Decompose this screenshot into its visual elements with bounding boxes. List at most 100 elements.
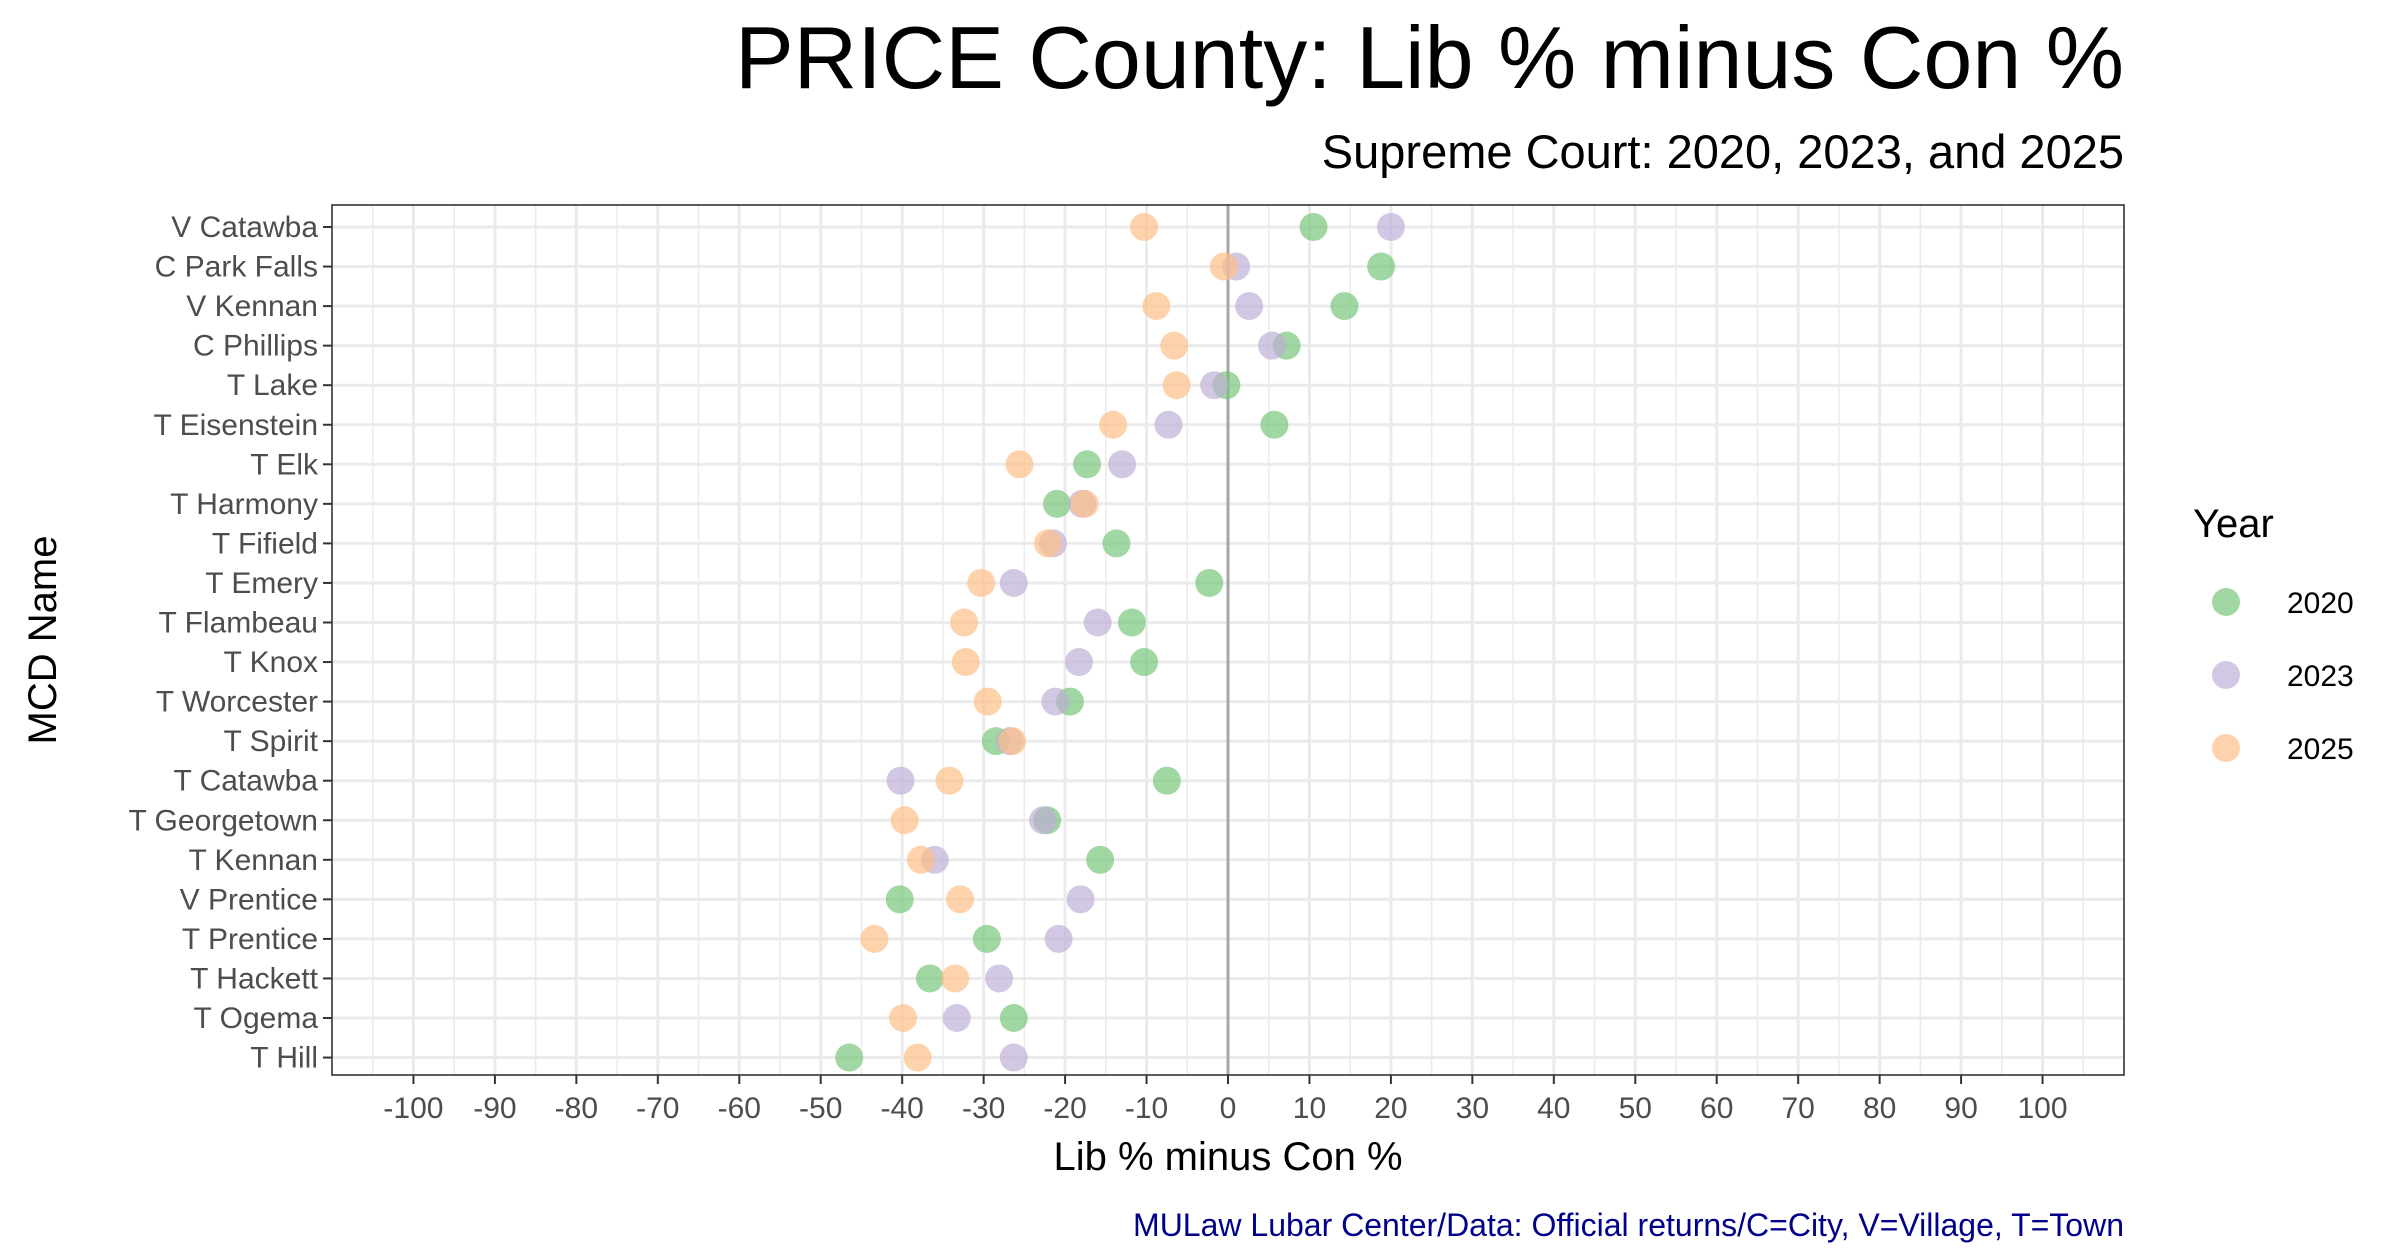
point-2025-t-prentice bbox=[860, 924, 889, 953]
y-tick-label: T Flambeau bbox=[158, 607, 318, 640]
y-tick-label: T Spirit bbox=[224, 725, 319, 758]
y-axis-title: MCD Name bbox=[21, 536, 65, 745]
point-2020-v-catawba bbox=[1299, 213, 1328, 241]
x-tick-label: 20 bbox=[1374, 1092, 1407, 1125]
point-2025-v-kennan bbox=[1142, 292, 1171, 321]
x-tick-label: -10 bbox=[1125, 1092, 1168, 1125]
chart-caption: MULaw Lubar Center/Data: Official return… bbox=[1133, 1207, 2124, 1243]
y-tick-label: T Ogema bbox=[194, 1002, 319, 1035]
x-tick-label: -40 bbox=[881, 1092, 924, 1125]
point-2025-v-catawba bbox=[1130, 213, 1159, 241]
point-2020-v-prentice bbox=[885, 885, 914, 914]
point-2020-v-kennan bbox=[1330, 292, 1359, 321]
y-tick-label: V Catawba bbox=[171, 211, 318, 244]
point-2025-v-prentice bbox=[946, 885, 975, 914]
y-axis: V Catawba C Park Falls V Kennan C Phillips T… bbox=[128, 211, 332, 1075]
point-2023-t-ogema bbox=[942, 1004, 971, 1032]
y-tick-label: T Lake bbox=[227, 369, 318, 402]
point-2025-t-lake bbox=[1162, 371, 1191, 400]
point-2023-t-lake bbox=[1200, 371, 1229, 400]
point-2025-t-georgetown bbox=[890, 806, 919, 835]
point-2023-t-flambeau bbox=[1083, 608, 1112, 637]
point-2025-t-emery bbox=[967, 568, 996, 597]
point-2025-t-spirit bbox=[998, 727, 1027, 756]
y-tick-label: T Emery bbox=[205, 567, 318, 600]
point-2025-t-knox bbox=[951, 648, 980, 677]
y-tick-label: C Phillips bbox=[193, 330, 318, 363]
x-tick-label: 100 bbox=[2018, 1092, 2068, 1125]
y-tick-label: C Park Falls bbox=[155, 251, 318, 284]
point-2023-t-worcester bbox=[1041, 687, 1070, 716]
y-tick-label: T Hackett bbox=[190, 962, 318, 995]
legend-key-2023 bbox=[2212, 661, 2240, 689]
point-2020-t-elk bbox=[1073, 450, 1102, 479]
y-tick-label: T Kennan bbox=[188, 844, 318, 877]
point-2023-c-phillips bbox=[1257, 331, 1286, 360]
legend-key-2020 bbox=[2212, 588, 2240, 616]
point-2020-t-catawba bbox=[1152, 766, 1181, 795]
x-tick-label: 10 bbox=[1293, 1092, 1326, 1125]
point-2025-t-catawba bbox=[935, 766, 964, 795]
x-tick-label: -60 bbox=[718, 1092, 761, 1125]
y-tick-label: T Catawba bbox=[173, 765, 318, 798]
chart-title: PRICE County: Lib % minus Con % bbox=[735, 8, 2124, 107]
point-2023-t-catawba bbox=[886, 766, 915, 795]
x-tick-label: 60 bbox=[1700, 1092, 1733, 1125]
x-tick-label: -100 bbox=[383, 1092, 443, 1125]
x-tick-label: -20 bbox=[1043, 1092, 1086, 1125]
point-2025-t-elk bbox=[1005, 450, 1034, 479]
point-2025-c-park-falls bbox=[1209, 252, 1238, 281]
point-2020-t-harmony bbox=[1042, 489, 1071, 518]
point-2020-t-eisenstein bbox=[1260, 410, 1289, 439]
point-2023-t-knox bbox=[1064, 648, 1093, 677]
point-2023-v-kennan bbox=[1235, 292, 1264, 321]
y-tick-label: V Prentice bbox=[180, 883, 318, 916]
y-tick-label: T Fifield bbox=[212, 527, 318, 560]
point-2023-t-elk bbox=[1108, 450, 1137, 479]
x-tick-label: -90 bbox=[473, 1092, 516, 1125]
point-2025-t-hackett bbox=[941, 964, 970, 993]
legend-key-2025 bbox=[2212, 734, 2240, 762]
y-tick-label: T Georgetown bbox=[128, 804, 318, 837]
point-2020-t-fifield bbox=[1102, 529, 1131, 558]
point-2023-t-hill bbox=[999, 1043, 1028, 1072]
y-tick-label: T Eisenstein bbox=[153, 409, 318, 442]
legend-label-2025: 2025 bbox=[2287, 733, 2354, 766]
point-2020-t-hackett bbox=[915, 964, 944, 993]
point-2023-v-prentice bbox=[1066, 885, 1095, 914]
point-2023-t-emery bbox=[999, 568, 1028, 597]
data-points bbox=[835, 213, 1405, 1072]
y-tick-label: T Hill bbox=[250, 1042, 318, 1075]
point-2023-t-hackett bbox=[985, 964, 1014, 993]
x-tick-label: -50 bbox=[799, 1092, 842, 1125]
point-2025-t-fifield bbox=[1033, 529, 1062, 558]
y-tick-label: T Harmony bbox=[170, 488, 318, 521]
y-tick-label: V Kennan bbox=[186, 290, 318, 323]
x-tick-label: -80 bbox=[555, 1092, 598, 1125]
x-tick-label: 80 bbox=[1863, 1092, 1896, 1125]
x-axis: -100 -90 -80 -70 -60 -50 -40 -30 -20 -10 0 10 20 30 40… bbox=[383, 1075, 2068, 1125]
point-2020-t-emery bbox=[1195, 568, 1224, 597]
point-2025-t-ogema bbox=[888, 1004, 917, 1032]
point-2020-c-park-falls bbox=[1367, 252, 1396, 281]
point-2025-t-flambeau bbox=[950, 608, 979, 637]
point-2023-v-catawba bbox=[1376, 213, 1405, 241]
point-2025-t-eisenstein bbox=[1099, 410, 1128, 439]
point-2025-t-kennan bbox=[906, 845, 935, 874]
x-tick-label: 90 bbox=[1944, 1092, 1977, 1125]
point-2025-t-harmony bbox=[1070, 489, 1099, 518]
legend-label-2020: 2020 bbox=[2287, 587, 2354, 620]
point-2020-t-prentice bbox=[972, 924, 1001, 953]
y-tick-label: T Worcester bbox=[156, 686, 318, 719]
point-2025-c-phillips bbox=[1160, 331, 1189, 360]
point-2020-t-flambeau bbox=[1117, 608, 1146, 637]
x-axis-title: Lib % minus Con % bbox=[1053, 1135, 1402, 1179]
y-tick-label: T Prentice bbox=[182, 923, 318, 956]
x-tick-label: 40 bbox=[1537, 1092, 1570, 1125]
point-2023-t-georgetown bbox=[1029, 806, 1058, 835]
point-2020-t-hill bbox=[835, 1043, 864, 1072]
x-tick-label: 0 bbox=[1220, 1092, 1237, 1125]
legend-title: Year bbox=[2193, 502, 2274, 546]
point-2023-t-prentice bbox=[1044, 924, 1073, 953]
